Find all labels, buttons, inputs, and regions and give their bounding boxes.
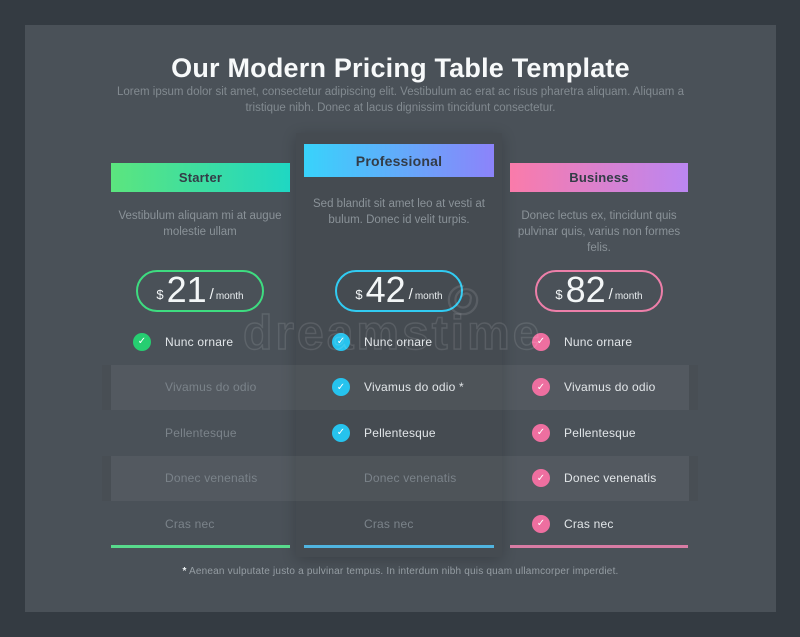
- price-pill: $ 82 / month: [535, 270, 663, 312]
- period-unit: month: [215, 291, 244, 302]
- footnote-marker: *: [182, 566, 187, 577]
- check-icon: ✓: [133, 332, 151, 351]
- period-slash: /: [209, 286, 214, 303]
- feature-label: Vivamus do odio: [165, 380, 257, 395]
- feature-row: ✓ Cras nec: [299, 501, 499, 547]
- plan-description: Donec lectus ex, tincidunt quis pulvinar…: [517, 210, 681, 254]
- feature-label: Donec venenatis: [165, 471, 258, 486]
- feature-row: ✓ Pellentesque: [499, 410, 699, 456]
- footnote: * Aenean vulputate justo a pulvinar temp…: [25, 566, 776, 577]
- feature-label: Pellentesque: [364, 425, 436, 440]
- plan-header-professional[interactable]: Professional: [304, 144, 494, 177]
- check-icon: ✓: [332, 332, 350, 351]
- plan-description: Vestibulum aliquam mi at augue molestie …: [118, 210, 282, 238]
- currency-symbol: $: [355, 287, 363, 302]
- page-subtitle: Lorem ipsum dolor sit amet, consectetur …: [117, 86, 684, 114]
- check-icon: ✓: [532, 514, 550, 533]
- currency-symbol: $: [156, 287, 164, 302]
- check-icon: ✓: [532, 378, 550, 397]
- feature-list: ✓ Nunc ornare ✓ Vivamus do odio * ✓ Pell…: [299, 319, 499, 547]
- feature-label: Nunc ornare: [564, 334, 633, 349]
- feature-row: ✓ Vivamus do odio *: [299, 365, 499, 411]
- row-stripe-2: [102, 455, 698, 501]
- plan-header-business[interactable]: Business: [510, 163, 688, 192]
- footnote-text: Aenean vulputate justo a pulvinar tempus…: [188, 566, 619, 577]
- feature-list: ✓ Nunc ornare ✓ Vivamus do odio ✓ Pellen…: [100, 319, 300, 547]
- feature-label: Vivamus do odio: [564, 380, 656, 395]
- feature-label: Pellentesque: [564, 425, 636, 440]
- plan-accent-underline: [510, 545, 688, 548]
- feature-row: ✓ Nunc ornare: [100, 319, 300, 365]
- feature-label: Vivamus do odio *: [364, 380, 464, 395]
- check-icon: ✓: [532, 332, 550, 351]
- feature-row: ✓ Vivamus do odio: [499, 365, 699, 411]
- row-stripe-1: [102, 364, 698, 410]
- feature-label: Cras nec: [564, 516, 614, 531]
- plan-name: Business: [569, 170, 629, 185]
- feature-row: ✓ Cras nec: [499, 501, 699, 547]
- feature-label: Donec venenatis: [364, 471, 457, 486]
- price-amount: 21: [166, 269, 207, 310]
- main-panel: Our Modern Pricing Table Template Lorem …: [25, 25, 776, 612]
- plan-accent-underline: [111, 545, 290, 548]
- currency-symbol: $: [555, 287, 563, 302]
- plan-description: Sed blandit sit amet leo at vesti at bul…: [313, 198, 485, 226]
- feature-row: ✓ Donec venenatis: [499, 456, 699, 502]
- feature-label: Donec venenatis: [564, 471, 657, 486]
- check-icon: ✓: [332, 378, 350, 397]
- price-pill: $ 21 / month: [136, 270, 264, 312]
- period-slash: /: [408, 286, 413, 303]
- plan-name: Starter: [178, 170, 223, 185]
- price-amount: 82: [565, 269, 606, 310]
- feature-row: ✓ Pellentesque: [299, 410, 499, 456]
- feature-label: Nunc ornare: [165, 334, 234, 349]
- period-slash: /: [608, 286, 613, 303]
- feature-label: Nunc ornare: [364, 334, 433, 349]
- feature-label: Cras nec: [165, 516, 215, 531]
- plan-column-starter: Starter Vestibulum aliquam mi at augue m…: [100, 25, 300, 612]
- featured-plan-backdrop: [296, 133, 502, 557]
- price-amount: 42: [365, 269, 406, 310]
- check-icon: ✓: [532, 469, 550, 488]
- feature-label: Pellentesque: [165, 425, 237, 440]
- period-unit: month: [414, 291, 443, 302]
- plan-name: Professional: [355, 152, 443, 169]
- feature-label: Cras nec: [364, 516, 414, 531]
- check-icon: ✓: [532, 423, 550, 442]
- feature-row: ✓ Vivamus do odio: [100, 365, 300, 411]
- check-icon: ✓: [332, 423, 350, 442]
- page-title: Our Modern Pricing Table Template: [171, 53, 630, 83]
- feature-list: ✓ Nunc ornare ✓ Vivamus do odio ✓ Pellen…: [499, 319, 699, 547]
- feature-row: ✓ Nunc ornare: [499, 319, 699, 365]
- feature-row: ✓ Donec venenatis: [100, 456, 300, 502]
- price-pill: $ 42 / month: [335, 270, 463, 312]
- plan-accent-underline: [304, 545, 494, 548]
- plan-column-professional: Professional Sed blandit sit amet leo at…: [299, 25, 499, 612]
- feature-row: ✓ Donec venenatis: [299, 456, 499, 502]
- feature-row: ✓ Pellentesque: [100, 410, 300, 456]
- feature-row: ✓ Nunc ornare: [299, 319, 499, 365]
- feature-row: ✓ Cras nec: [100, 501, 300, 547]
- plan-column-business: Business Donec lectus ex, tincidunt quis…: [499, 25, 699, 612]
- plan-header-starter[interactable]: Starter: [111, 163, 290, 192]
- period-unit: month: [614, 291, 643, 302]
